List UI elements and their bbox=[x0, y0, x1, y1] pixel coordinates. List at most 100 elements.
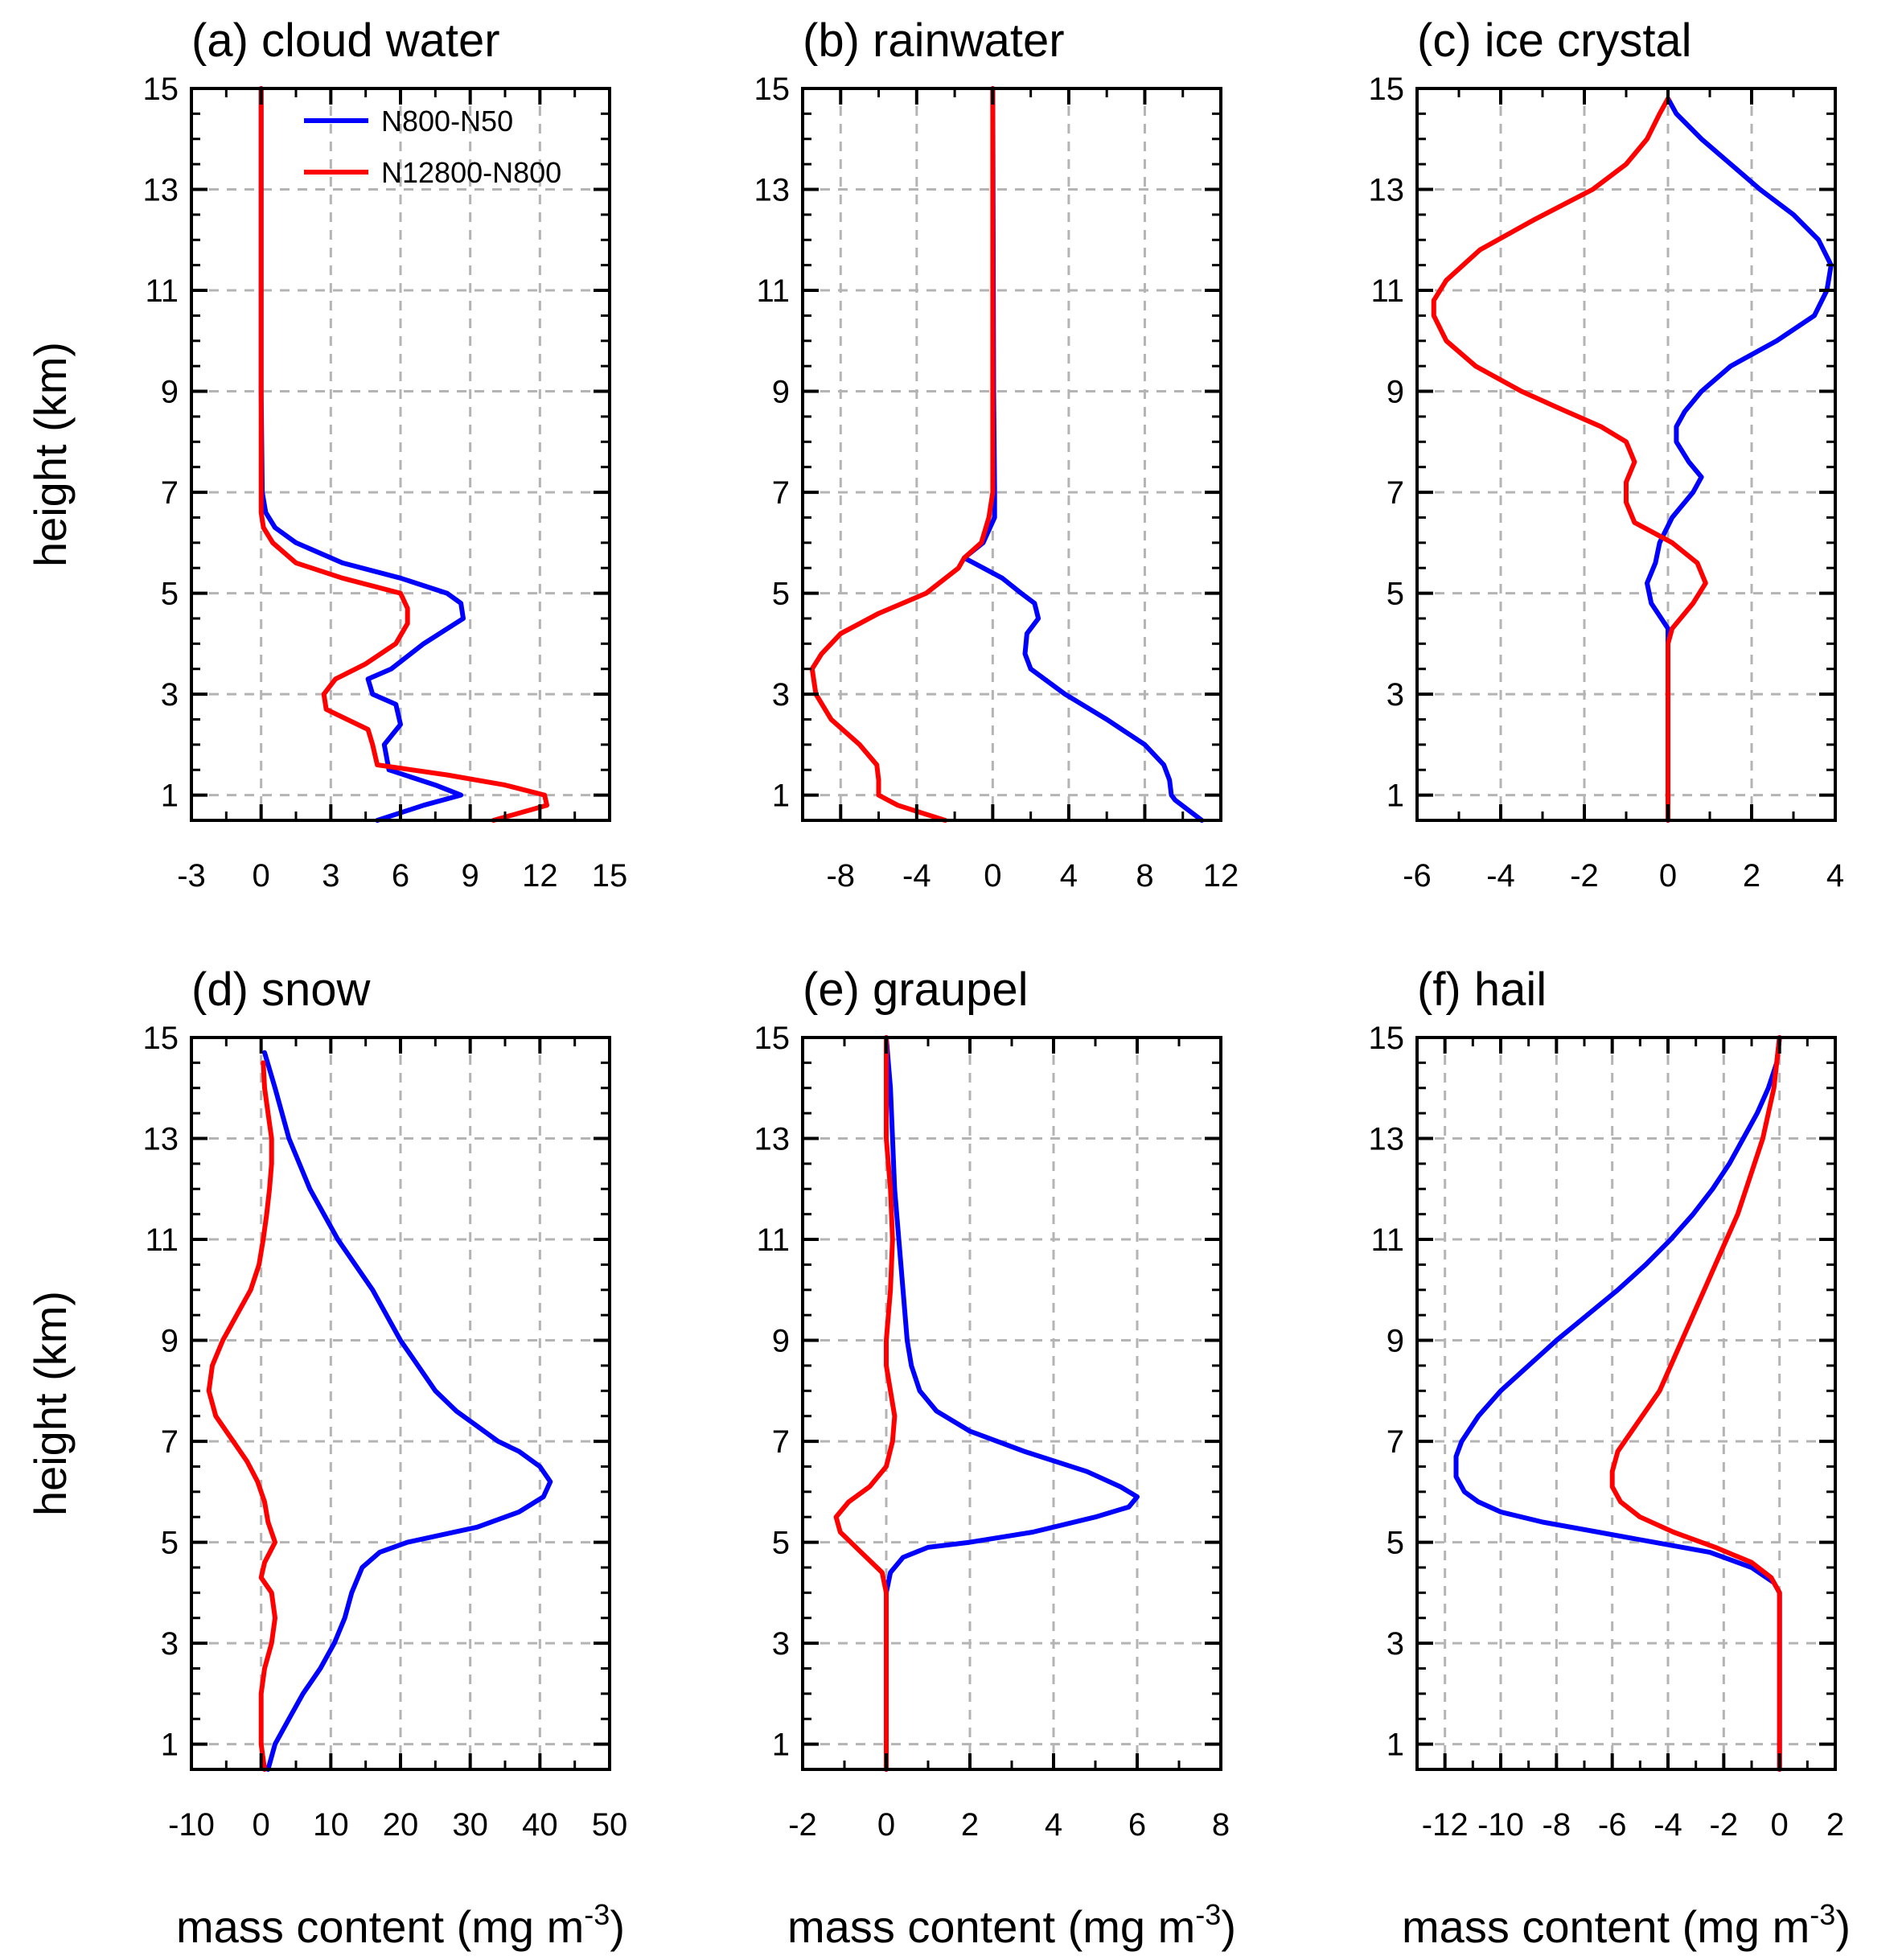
plot-frame bbox=[801, 1036, 1222, 1771]
x-tick-label: 30 bbox=[452, 1807, 488, 1843]
x-tick-label: 3 bbox=[322, 858, 339, 894]
x-tick-label: 40 bbox=[522, 1807, 558, 1843]
x-tick-label: 0 bbox=[1659, 858, 1677, 894]
x-tick-label: -2 bbox=[788, 1807, 817, 1843]
y-tick-label: 13 bbox=[143, 1122, 179, 1157]
y-tick-label: 3 bbox=[772, 1626, 790, 1662]
plot-frame bbox=[1415, 87, 1837, 822]
panel-title: (e) graupel bbox=[803, 964, 1028, 1016]
y-tick-label: 15 bbox=[754, 1021, 791, 1056]
x-tick-label: 10 bbox=[313, 1807, 349, 1843]
y-tick-label: 7 bbox=[161, 475, 179, 511]
x-tick-label: 9 bbox=[462, 858, 479, 894]
x-tick-label: 0 bbox=[984, 858, 1001, 894]
series-line-N800-N50 bbox=[1453, 1035, 1782, 1772]
y-tick-label: 11 bbox=[756, 1222, 790, 1258]
y-tick-label: 15 bbox=[143, 1021, 179, 1056]
legend-label: N800-N50 bbox=[381, 105, 513, 138]
series-line-N800-N50 bbox=[961, 86, 1205, 823]
legend-label: N12800-N800 bbox=[381, 156, 561, 189]
y-tick-label: 9 bbox=[1387, 1324, 1404, 1359]
panel-title: (b) rainwater bbox=[803, 14, 1065, 67]
x-tick-label: 2 bbox=[1743, 858, 1760, 894]
x-axis-label-close: ) bbox=[610, 1901, 625, 1952]
x-axis-label-main: mass content (mg m bbox=[1402, 1901, 1810, 1952]
x-axis-label-superscript: -3 bbox=[1810, 1898, 1835, 1931]
x-tick-label: -8 bbox=[826, 858, 855, 894]
y-tick-label: 11 bbox=[756, 273, 790, 309]
x-tick-label: 20 bbox=[383, 1807, 419, 1843]
y-tick-label: 3 bbox=[772, 677, 790, 713]
y-tick-label: 11 bbox=[1370, 1222, 1404, 1258]
plot-frame bbox=[801, 87, 1222, 822]
y-tick-label: 5 bbox=[161, 1526, 179, 1561]
series-line-N800-N50 bbox=[258, 86, 466, 823]
series-line-N12800-N800 bbox=[809, 86, 996, 823]
series-line-N800-N50 bbox=[884, 1035, 1140, 1772]
y-tick-label: 9 bbox=[161, 375, 179, 410]
series-line-N800-N50 bbox=[262, 1050, 553, 1772]
x-axis-label-superscript: -3 bbox=[584, 1898, 610, 1931]
y-tick-label: 1 bbox=[161, 1728, 179, 1763]
y-tick-label: 1 bbox=[772, 779, 790, 814]
plot-frame bbox=[1415, 1036, 1837, 1771]
x-tick-label: 8 bbox=[1212, 1807, 1230, 1843]
x-tick-label: 4 bbox=[1060, 858, 1078, 894]
y-tick-label: 5 bbox=[161, 577, 179, 612]
panel-title: (c) ice crystal bbox=[1417, 14, 1692, 67]
y-tick-label: 11 bbox=[1370, 273, 1404, 309]
y-axis-label: height (km) bbox=[25, 1291, 76, 1516]
x-tick-label: 6 bbox=[392, 858, 409, 894]
series-line-N12800-N800 bbox=[1431, 96, 1708, 823]
y-tick-label: 3 bbox=[1387, 1626, 1404, 1662]
x-tick-label: -10 bbox=[168, 1807, 215, 1843]
plot-frame bbox=[190, 87, 611, 822]
y-axis-label: height (km) bbox=[25, 342, 76, 567]
x-tick-label: 2 bbox=[961, 1807, 979, 1843]
y-tick-label: 13 bbox=[143, 173, 179, 208]
y-tick-label: 9 bbox=[772, 1324, 790, 1359]
x-tick-label: 2 bbox=[1826, 1807, 1844, 1843]
x-tick-label: -12 bbox=[1422, 1807, 1469, 1843]
x-tick-label: -10 bbox=[1477, 1807, 1524, 1843]
series-line-N12800-N800 bbox=[258, 86, 549, 823]
y-tick-label: 13 bbox=[1369, 173, 1405, 208]
series-line-N800-N50 bbox=[1645, 96, 1834, 823]
y-tick-label: 7 bbox=[1387, 475, 1404, 511]
y-tick-label: 15 bbox=[754, 72, 791, 107]
y-tick-label: 5 bbox=[772, 1526, 790, 1561]
y-tick-label: 5 bbox=[772, 577, 790, 612]
x-axis-label: mass content (mg m-3) bbox=[1402, 1898, 1851, 1952]
y-tick-label: 13 bbox=[754, 1122, 791, 1157]
y-tick-label: 11 bbox=[145, 273, 179, 309]
x-axis-label-superscript: -3 bbox=[1195, 1898, 1221, 1931]
x-tick-label: -6 bbox=[1403, 858, 1432, 894]
y-tick-label: 9 bbox=[772, 375, 790, 410]
y-tick-label: 15 bbox=[1369, 1021, 1405, 1056]
y-tick-label: 7 bbox=[161, 1424, 179, 1460]
x-tick-label: -3 bbox=[177, 858, 206, 894]
x-tick-label: -4 bbox=[1486, 858, 1515, 894]
y-tick-label: 1 bbox=[1387, 779, 1404, 814]
x-tick-label: -8 bbox=[1543, 1807, 1571, 1843]
x-tick-label: 4 bbox=[1826, 858, 1844, 894]
x-axis-label: mass content (mg m-3) bbox=[787, 1898, 1236, 1952]
x-tick-label: -4 bbox=[1654, 1807, 1682, 1843]
y-tick-label: 15 bbox=[143, 72, 179, 107]
y-tick-label: 11 bbox=[145, 1222, 179, 1258]
series-line-N12800-N800 bbox=[833, 1035, 898, 1772]
y-tick-label: 1 bbox=[1387, 1728, 1404, 1763]
x-tick-label: 8 bbox=[1136, 858, 1153, 894]
x-tick-label: -2 bbox=[1710, 1807, 1739, 1843]
x-tick-label: 0 bbox=[877, 1807, 895, 1843]
x-tick-label: 12 bbox=[1203, 858, 1239, 894]
x-tick-label: 0 bbox=[253, 1807, 270, 1843]
x-axis-label-main: mass content (mg m bbox=[787, 1901, 1195, 1952]
panel-title: (a) cloud water bbox=[191, 14, 500, 67]
y-tick-label: 7 bbox=[1387, 1424, 1404, 1460]
y-tick-label: 9 bbox=[161, 1324, 179, 1359]
x-tick-label: 0 bbox=[253, 858, 270, 894]
y-tick-label: 1 bbox=[772, 1728, 790, 1763]
